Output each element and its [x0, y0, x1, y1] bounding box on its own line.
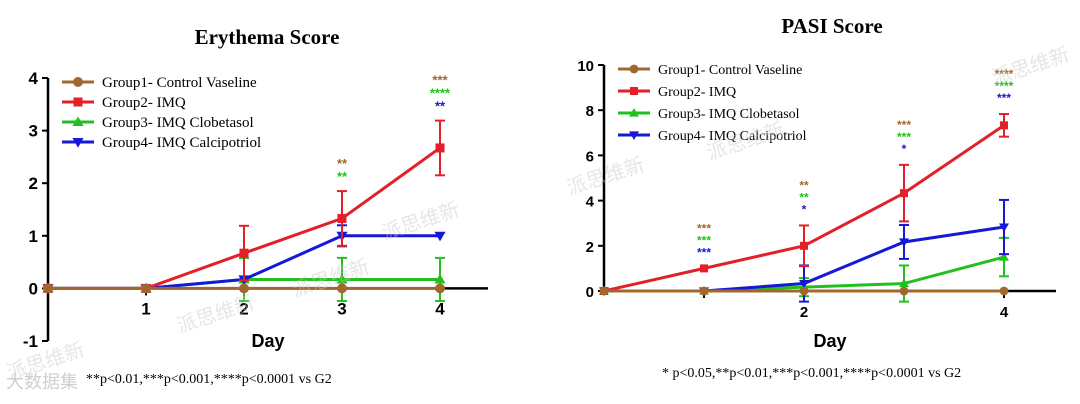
y-tick-label: 2	[29, 174, 38, 193]
data-point	[899, 238, 909, 247]
significance-label: ***	[697, 233, 711, 247]
legend-label: Group2- IMQ	[658, 85, 736, 100]
y-tick-label: 4	[586, 194, 595, 211]
data-point	[239, 283, 249, 294]
significance-label: ***	[897, 130, 911, 144]
y-tick-label: 0	[586, 284, 594, 301]
significance-label: **	[435, 99, 446, 114]
data-point	[337, 213, 347, 223]
legend-label: Group4- IMQ Calcipotriol	[102, 135, 261, 151]
y-tick-label: 1	[29, 227, 38, 246]
significance-label: *	[802, 202, 807, 216]
y-tick-label: 8	[586, 103, 594, 120]
x-axis-label: Day	[251, 331, 284, 351]
x-axis-label: Day	[813, 331, 846, 351]
data-point	[699, 286, 709, 296]
data-point	[434, 273, 446, 284]
data-point	[239, 248, 249, 258]
data-point	[899, 286, 909, 296]
y-tick-label: 0	[29, 279, 38, 298]
erythema-footnote: **p<0.01,***p<0.001,****p<0.0001 vs G2	[86, 372, 332, 387]
data-point	[435, 283, 445, 294]
chart-title: Erythema Score	[195, 25, 340, 49]
y-tick-label: -1	[23, 332, 38, 351]
significance-label: **	[799, 178, 809, 192]
significance-label: ***	[432, 73, 448, 88]
y-tick-label: 6	[586, 148, 594, 165]
legend-marker	[72, 137, 84, 148]
significance-label: ***	[997, 91, 1011, 105]
y-tick-label: 2	[586, 239, 594, 256]
data-point	[141, 283, 151, 294]
legend-marker	[629, 64, 639, 74]
significance-label: **	[799, 190, 809, 204]
data-point	[1000, 121, 1008, 130]
legend-marker	[73, 97, 83, 107]
legend-marker	[72, 116, 84, 127]
legend-marker	[629, 131, 639, 140]
data-point	[599, 286, 609, 296]
data-point	[799, 286, 809, 296]
data-point	[799, 279, 809, 289]
y-tick-label: 4	[29, 69, 39, 88]
y-tick-label: 3	[29, 122, 38, 141]
brand-logo-text: 大数据集	[6, 372, 78, 393]
legend-label: Group3- IMQ Clobetasol	[102, 115, 254, 131]
significance-label: ****	[995, 79, 1014, 93]
data-point	[337, 283, 347, 294]
data-point	[999, 286, 1009, 296]
legend-marker	[73, 77, 83, 87]
chart-title: PASI Score	[781, 14, 882, 38]
legend-label: Group4- IMQ Calcipotriol	[658, 129, 807, 144]
significance-label: ****	[430, 86, 451, 101]
data-point	[900, 189, 908, 198]
x-tick-label: 3	[337, 299, 346, 318]
data-point	[435, 143, 445, 153]
x-tick-label: 2	[239, 299, 248, 318]
data-point	[434, 231, 446, 242]
legend-label: Group1- Control Vaseline	[102, 75, 257, 91]
significance-label: ****	[995, 67, 1014, 81]
data-point	[700, 264, 708, 273]
y-tick-label: 10	[577, 58, 594, 75]
x-tick-label: 4	[1000, 304, 1009, 321]
legend-label: Group3- IMQ Clobetasol	[658, 107, 800, 122]
x-tick-label: 2	[800, 304, 808, 321]
significance-label: **	[337, 156, 348, 171]
significance-label: ***	[697, 245, 711, 259]
data-point	[999, 252, 1009, 261]
data-point	[899, 278, 909, 288]
significance-label: *	[902, 142, 907, 156]
significance-label: ***	[897, 118, 911, 132]
data-point	[999, 223, 1009, 233]
x-tick-label: 1	[141, 299, 150, 318]
legend-label: Group1- Control Vaseline	[658, 63, 802, 78]
data-point	[800, 241, 808, 250]
legend-label: Group2- IMQ	[102, 95, 186, 111]
x-tick-label: 4	[435, 299, 445, 318]
legend-marker	[629, 108, 639, 117]
data-point	[43, 283, 53, 294]
data-point	[336, 273, 348, 284]
significance-label: **	[337, 169, 348, 184]
significance-label: ***	[697, 221, 711, 235]
legend-marker	[630, 87, 638, 95]
pasi-footnote: * p<0.05,**p<0.01,***p<0.001,****p<0.000…	[662, 366, 962, 381]
